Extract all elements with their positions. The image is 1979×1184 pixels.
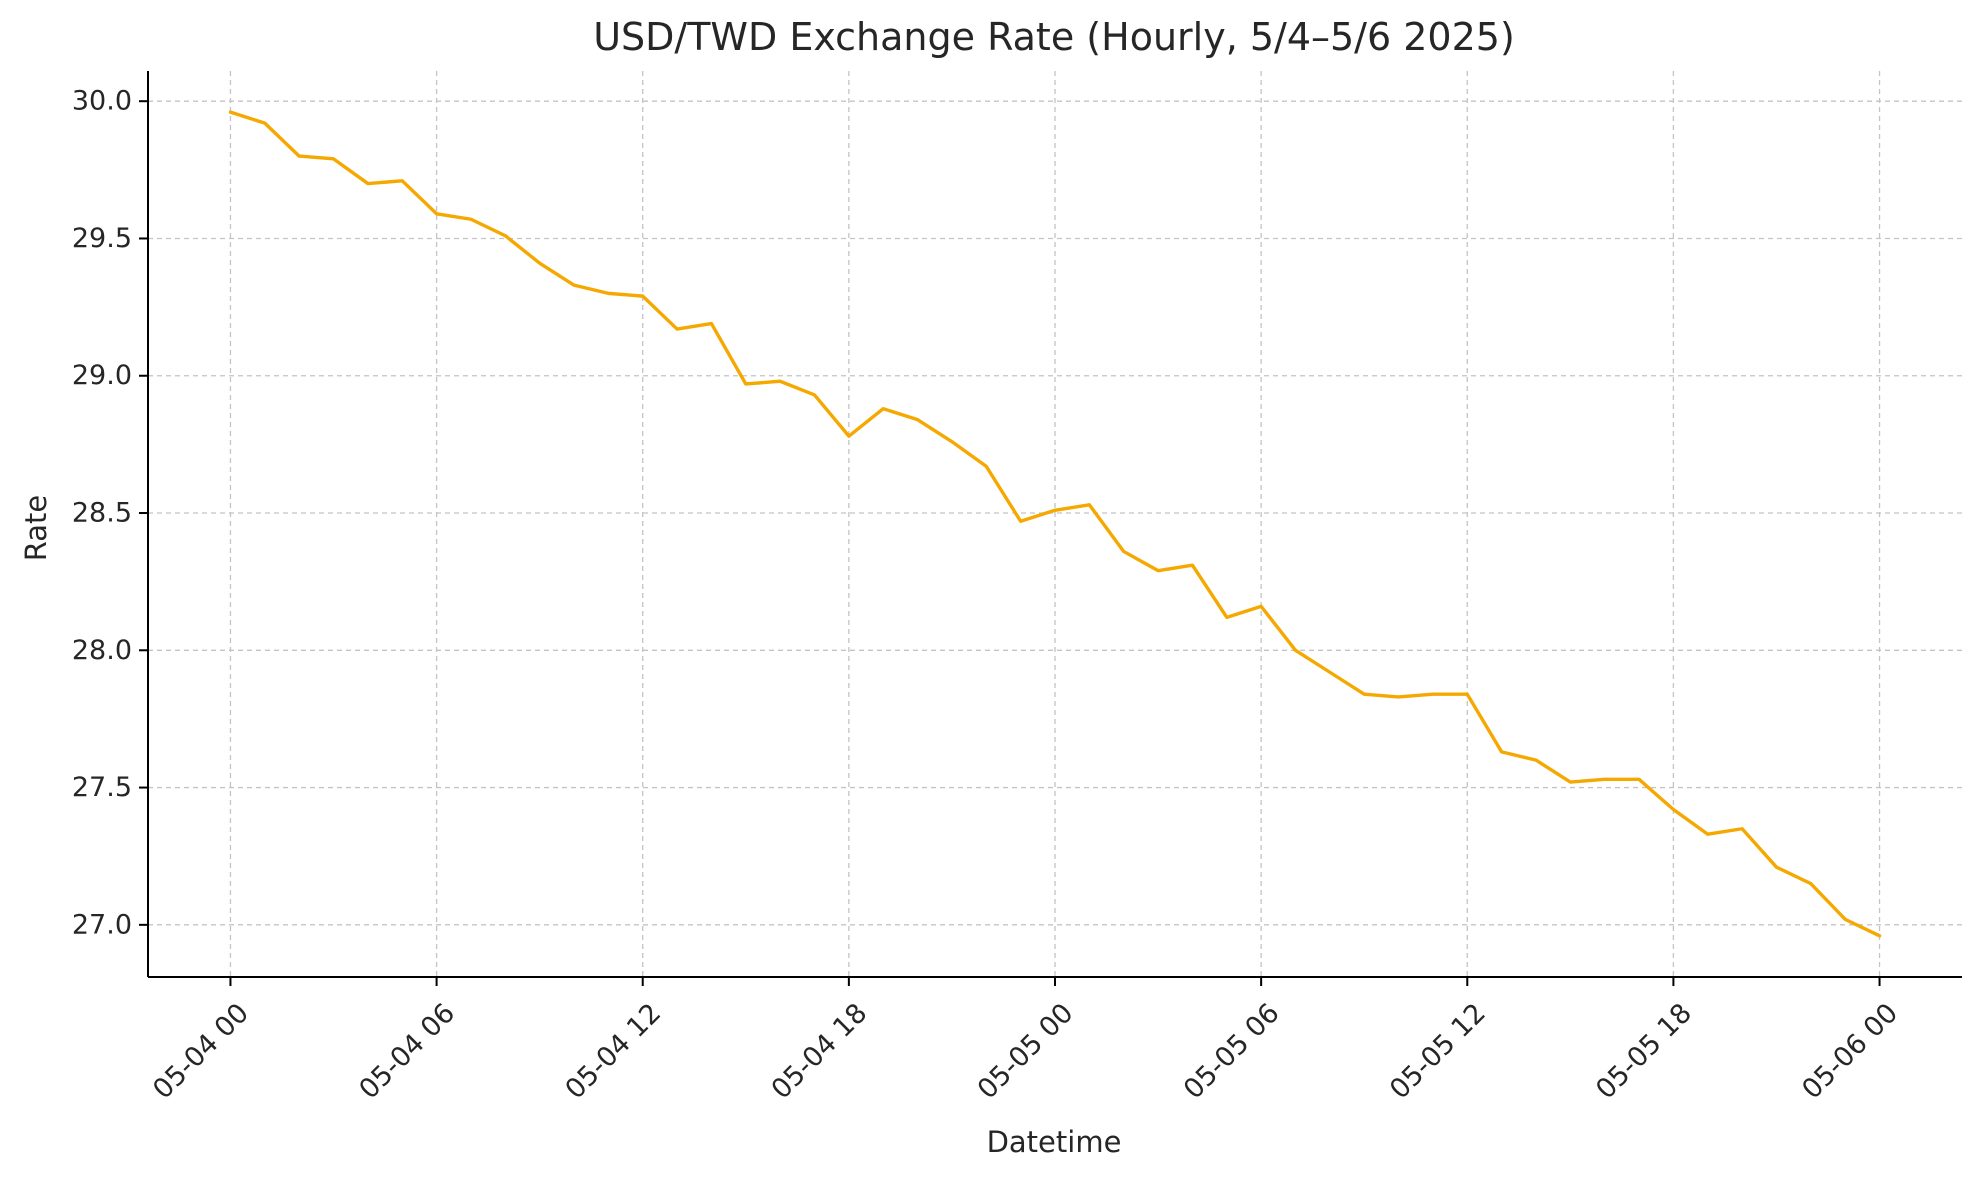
x-tick-label: 05-04 00 (147, 998, 255, 1106)
y-tick-label: 29.0 (72, 360, 132, 391)
chart-title: USD/TWD Exchange Rate (Hourly, 5/4–5/6 2… (593, 15, 1515, 59)
x-axis-label: Datetime (987, 1125, 1122, 1159)
y-tick-label: 28.0 (72, 635, 132, 666)
x-tick-label: 05-05 18 (1590, 998, 1698, 1106)
x-tick-label: 05-04 18 (766, 998, 874, 1106)
x-tick-label: 05-05 12 (1384, 998, 1492, 1106)
series-layer (228, 110, 1882, 938)
y-tick-label: 27.5 (72, 772, 132, 803)
x-tick-label: 05-05 00 (972, 998, 1080, 1106)
grid (148, 71, 1962, 977)
x-tick-label: 05-04 12 (559, 998, 667, 1106)
y-tick-label: 30.0 (72, 86, 132, 117)
y-tick-label: 28.5 (72, 498, 132, 529)
x-tick-label: 05-05 06 (1178, 998, 1286, 1106)
y-axis-label: Rate (19, 495, 53, 562)
x-tick-label: 05-04 06 (353, 998, 461, 1106)
x-tick-label: 05-06 00 (1796, 998, 1904, 1106)
series-line (228, 110, 1882, 938)
y-tick-label: 29.5 (72, 223, 132, 254)
y-tick-label: 27.0 (72, 909, 132, 940)
